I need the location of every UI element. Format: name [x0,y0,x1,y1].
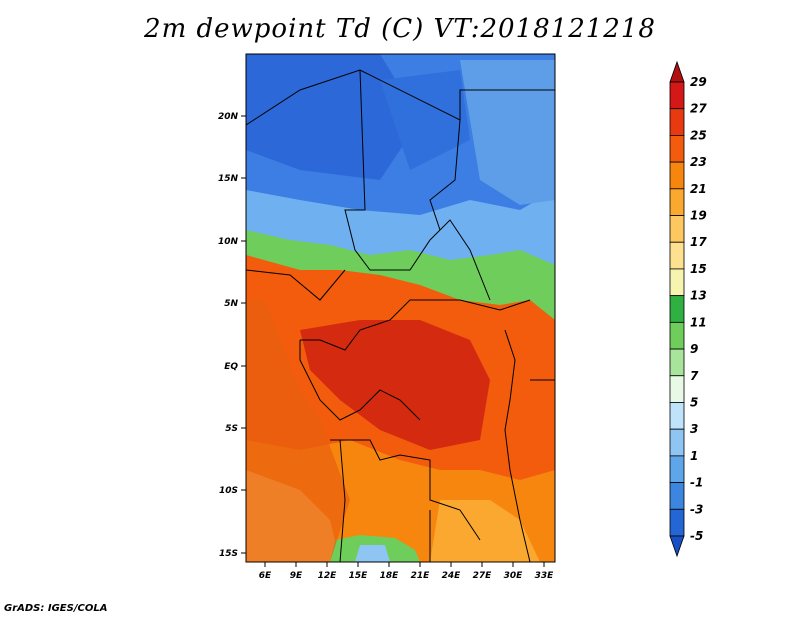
colorbar-swatch [669,402,685,430]
colorbar-swatch [669,135,685,163]
lon-label: 15E [349,571,369,581]
lon-label: 27E [473,571,493,581]
lon-label: 21E [411,571,431,581]
lon-label: 30E [504,571,524,581]
colorbar-swatch [669,81,685,110]
colorbar-label: 9 [690,342,698,356]
colorbar-label: 27 [690,102,707,116]
lon-label: 9E [290,571,303,581]
footer-credit: GrADS: IGES/COLA [4,603,108,614]
lat-label: 5N [224,299,238,309]
colorbar: 29 27 25 23 21 19 17 15 13 11 9 7 5 3 1 -1 -3 -5 [669,60,707,558]
colorbar-label: -3 [690,502,703,516]
colorbar-label: 15 [690,262,707,276]
colorbar-label: 29 [690,75,707,89]
lat-label: 10S [219,486,238,496]
lon-label: 18E [380,571,400,581]
colorbar-label: 17 [690,235,707,249]
lat-label: 5S [225,424,238,434]
colorbar-swatch [669,428,685,457]
lat-label: 15S [219,549,238,559]
region-dry-north-dark [246,54,420,180]
chart-title: 2m dewpoint Td (C) VT:2018121218 [144,14,656,44]
lon-label: 24E [442,571,462,581]
colorbar-swatch [669,508,685,537]
lon-axis: 6E 9E 12E 15E 18E 21E 24E 27E 30E 33E [259,562,554,581]
colorbar-label: 13 [690,289,707,303]
colorbar-label: 21 [690,182,707,196]
colorbar-swatch [669,268,685,297]
colorbar-top-arrow [669,60,685,83]
map-frame [245,53,556,563]
colorbar-label: 11 [690,315,707,329]
colorbar-swatch [669,241,685,270]
colorbar-swatch [669,321,685,350]
colorbar-swatch [669,455,685,483]
colorbar-swatch [669,295,685,323]
colorbar-label: 7 [690,369,699,383]
colorbar-label: -5 [690,529,703,543]
lat-axis: 20N 15N 10N 5N EQ 5S 10S 15S [218,112,246,559]
colorbar-label: 19 [690,209,707,223]
lat-label: 10N [218,237,239,247]
colorbar-swatch [669,482,685,510]
lat-label: 20N [218,112,239,122]
colorbar-label: 3 [690,422,698,436]
colorbar-label: 5 [690,395,698,409]
dewpoint-field [246,54,555,562]
lon-label: 6E [259,571,272,581]
lon-label: 33E [535,571,555,581]
colorbar-label: -1 [690,476,703,490]
colorbar-label: 23 [690,155,707,169]
colorbar-swatch [669,348,685,377]
region-core-congo [300,320,490,450]
colorbar-swatch [669,188,685,216]
lon-label: 12E [318,571,338,581]
lat-label: EQ [224,362,238,372]
colorbar-swatch [669,108,685,136]
colorbar-swatch [669,161,685,190]
country-borders [246,69,555,562]
colorbar-swatch [669,375,685,403]
colorbar-bottom-arrow [669,535,685,558]
lat-label: 15N [218,174,239,184]
colorbar-label: 25 [690,128,707,142]
colorbar-label: 1 [690,449,698,463]
colorbar-swatch [669,215,685,243]
